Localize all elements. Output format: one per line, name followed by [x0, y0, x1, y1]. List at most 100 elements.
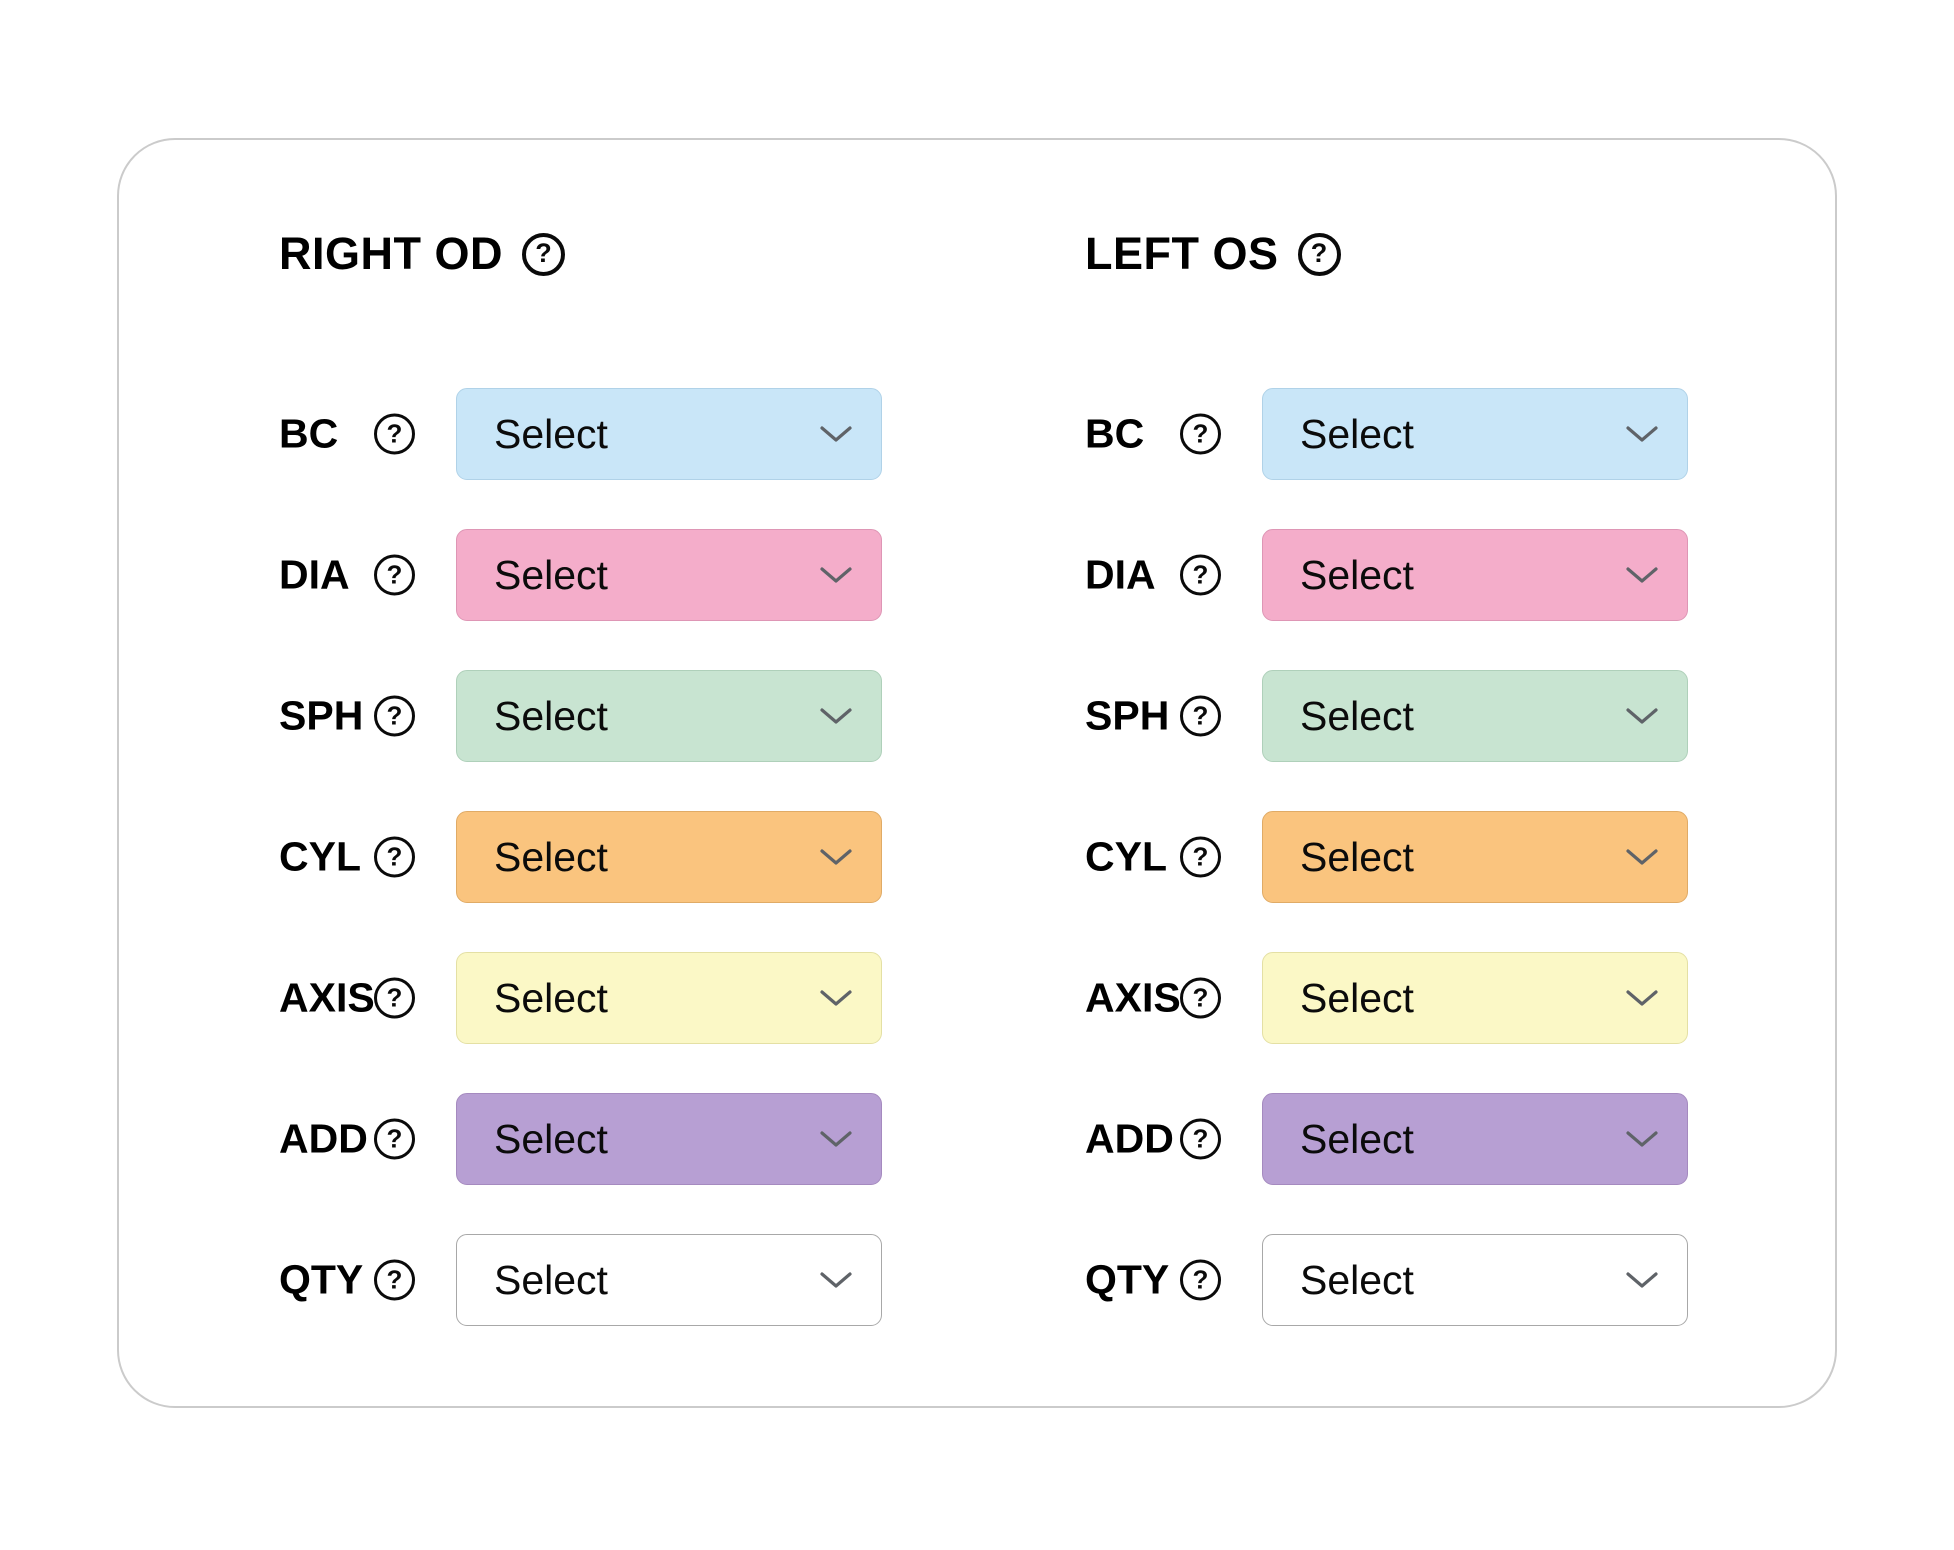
help-icon[interactable]: ?	[1180, 836, 1221, 878]
help-icon[interactable]: ?	[522, 232, 565, 276]
right-sph-select-value: Select	[494, 692, 608, 739]
left-os-header: LEFT OS ?	[1085, 228, 1341, 280]
left-sph-select[interactable]: Select	[1262, 670, 1688, 762]
right-qty-select-value: Select	[494, 1256, 608, 1303]
left-bc-label: BC	[1085, 410, 1145, 457]
left-axis-select[interactable]: Select	[1262, 952, 1688, 1044]
left-sph-select-value: Select	[1300, 692, 1414, 739]
right-sph-select[interactable]: Select	[456, 670, 882, 762]
left-cyl-row: CYL ? Select	[1085, 811, 1697, 903]
help-icon[interactable]: ?	[1180, 1259, 1221, 1301]
right-od-heading: RIGHT OD	[279, 228, 503, 279]
chevron-down-icon	[1626, 708, 1658, 724]
help-icon[interactable]: ?	[374, 413, 415, 455]
right-axis-select-value: Select	[494, 974, 608, 1021]
question-glyph: ?	[1192, 982, 1209, 1012]
left-sph-row: SPH ? Select	[1085, 670, 1697, 762]
right-bc-select-value: Select	[494, 410, 608, 457]
left-axis-row: AXIS ? Select	[1085, 952, 1697, 1044]
right-qty-row: QTY ? Select	[279, 1234, 891, 1326]
help-icon[interactable]: ?	[374, 695, 415, 737]
help-icon[interactable]: ?	[374, 977, 415, 1019]
question-glyph: ?	[386, 982, 403, 1012]
right-add-label: ADD	[279, 1115, 368, 1162]
help-icon[interactable]: ?	[1180, 977, 1221, 1019]
right-axis-select[interactable]: Select	[456, 952, 882, 1044]
prescription-parameters-card: RIGHT OD ? BC ? Select DIA ? Select	[117, 138, 1837, 1408]
right-add-select-value: Select	[494, 1115, 608, 1162]
right-bc-select[interactable]: Select	[456, 388, 882, 480]
question-glyph: ?	[1192, 418, 1209, 448]
left-dia-select[interactable]: Select	[1262, 529, 1688, 621]
question-glyph: ?	[386, 700, 403, 730]
right-bc-row: BC ? Select	[279, 388, 891, 480]
left-add-select[interactable]: Select	[1262, 1093, 1688, 1185]
left-bc-select[interactable]: Select	[1262, 388, 1688, 480]
left-qty-row: QTY ? Select	[1085, 1234, 1697, 1326]
help-icon[interactable]: ?	[1180, 1118, 1221, 1160]
right-cyl-label: CYL	[279, 833, 361, 880]
help-icon[interactable]: ?	[1297, 232, 1341, 276]
question-glyph: ?	[1192, 841, 1209, 871]
help-icon[interactable]: ?	[1180, 413, 1221, 455]
right-cyl-select-value: Select	[494, 833, 608, 880]
left-dia-select-value: Select	[1300, 551, 1414, 598]
right-add-select[interactable]: Select	[456, 1093, 882, 1185]
right-od-header: RIGHT OD ?	[279, 228, 565, 280]
right-dia-select-value: Select	[494, 551, 608, 598]
help-icon[interactable]: ?	[374, 1259, 415, 1301]
left-add-row: ADD ? Select	[1085, 1093, 1697, 1185]
help-icon[interactable]: ?	[1180, 695, 1221, 737]
right-dia-select[interactable]: Select	[456, 529, 882, 621]
left-dia-label: DIA	[1085, 551, 1156, 598]
left-dia-row: DIA ? Select	[1085, 529, 1697, 621]
right-add-row: ADD ? Select	[279, 1093, 891, 1185]
chevron-down-icon	[1626, 567, 1658, 583]
question-glyph: ?	[386, 1123, 403, 1153]
left-os-rows: BC ? Select DIA ? Select SPH	[1085, 388, 1697, 1326]
right-dia-label: DIA	[279, 551, 350, 598]
chevron-down-icon	[820, 426, 852, 442]
help-icon[interactable]: ?	[1180, 554, 1221, 596]
chevron-down-icon	[820, 1272, 852, 1288]
left-os-column: LEFT OS ? BC ? Select DIA ? Select	[1085, 140, 1697, 1410]
chevron-down-icon	[820, 708, 852, 724]
chevron-down-icon	[1626, 849, 1658, 865]
help-icon[interactable]: ?	[374, 554, 415, 596]
left-cyl-select-value: Select	[1300, 833, 1414, 880]
left-qty-select[interactable]: Select	[1262, 1234, 1688, 1326]
chevron-down-icon	[820, 567, 852, 583]
question-glyph: ?	[1310, 237, 1328, 268]
left-qty-select-value: Select	[1300, 1256, 1414, 1303]
chevron-down-icon	[820, 1131, 852, 1147]
left-add-select-value: Select	[1300, 1115, 1414, 1162]
question-glyph: ?	[386, 418, 403, 448]
question-glyph: ?	[386, 841, 403, 871]
chevron-down-icon	[1626, 426, 1658, 442]
help-icon[interactable]: ?	[374, 836, 415, 878]
left-axis-label: AXIS	[1085, 974, 1181, 1021]
question-glyph: ?	[1192, 559, 1209, 589]
question-glyph: ?	[535, 237, 552, 268]
left-sph-label: SPH	[1085, 692, 1170, 739]
right-od-rows: BC ? Select DIA ? Select SPH	[279, 388, 891, 1326]
left-add-label: ADD	[1085, 1115, 1174, 1162]
question-glyph: ?	[1192, 1123, 1209, 1153]
left-cyl-label: CYL	[1085, 833, 1167, 880]
help-icon[interactable]: ?	[374, 1118, 415, 1160]
question-glyph: ?	[386, 559, 403, 589]
right-qty-select[interactable]: Select	[456, 1234, 882, 1326]
right-sph-label: SPH	[279, 692, 364, 739]
right-axis-label: AXIS	[279, 974, 375, 1021]
chevron-down-icon	[820, 990, 852, 1006]
right-qty-label: QTY	[279, 1256, 364, 1303]
chevron-down-icon	[1626, 1272, 1658, 1288]
left-cyl-select[interactable]: Select	[1262, 811, 1688, 903]
chevron-down-icon	[820, 849, 852, 865]
left-axis-select-value: Select	[1300, 974, 1414, 1021]
right-cyl-select[interactable]: Select	[456, 811, 882, 903]
question-glyph: ?	[386, 1264, 403, 1294]
question-glyph: ?	[1192, 1264, 1209, 1294]
right-od-column: RIGHT OD ? BC ? Select DIA ? Select	[279, 140, 891, 1410]
right-dia-row: DIA ? Select	[279, 529, 891, 621]
